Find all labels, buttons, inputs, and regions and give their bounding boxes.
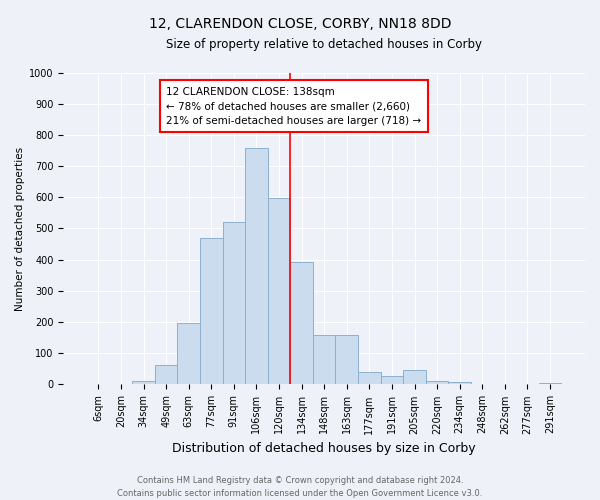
- Bar: [290, 262, 313, 384]
- Bar: [539, 383, 561, 384]
- Y-axis label: Number of detached properties: Number of detached properties: [15, 146, 25, 310]
- Bar: [403, 370, 426, 384]
- Bar: [178, 323, 200, 384]
- Bar: [358, 372, 380, 384]
- Bar: [313, 334, 335, 384]
- Bar: [380, 376, 403, 384]
- Bar: [200, 238, 223, 384]
- Bar: [335, 334, 358, 384]
- X-axis label: Distribution of detached houses by size in Corby: Distribution of detached houses by size …: [172, 442, 476, 455]
- Bar: [132, 380, 155, 384]
- Bar: [268, 198, 290, 384]
- Bar: [223, 222, 245, 384]
- Text: 12, CLARENDON CLOSE, CORBY, NN18 8DD: 12, CLARENDON CLOSE, CORBY, NN18 8DD: [149, 18, 451, 32]
- Bar: [155, 365, 178, 384]
- Text: Contains HM Land Registry data © Crown copyright and database right 2024.
Contai: Contains HM Land Registry data © Crown c…: [118, 476, 482, 498]
- Text: 12 CLARENDON CLOSE: 138sqm
← 78% of detached houses are smaller (2,660)
21% of s: 12 CLARENDON CLOSE: 138sqm ← 78% of deta…: [166, 86, 421, 126]
- Bar: [245, 148, 268, 384]
- Bar: [426, 382, 448, 384]
- Title: Size of property relative to detached houses in Corby: Size of property relative to detached ho…: [166, 38, 482, 51]
- Bar: [448, 382, 471, 384]
